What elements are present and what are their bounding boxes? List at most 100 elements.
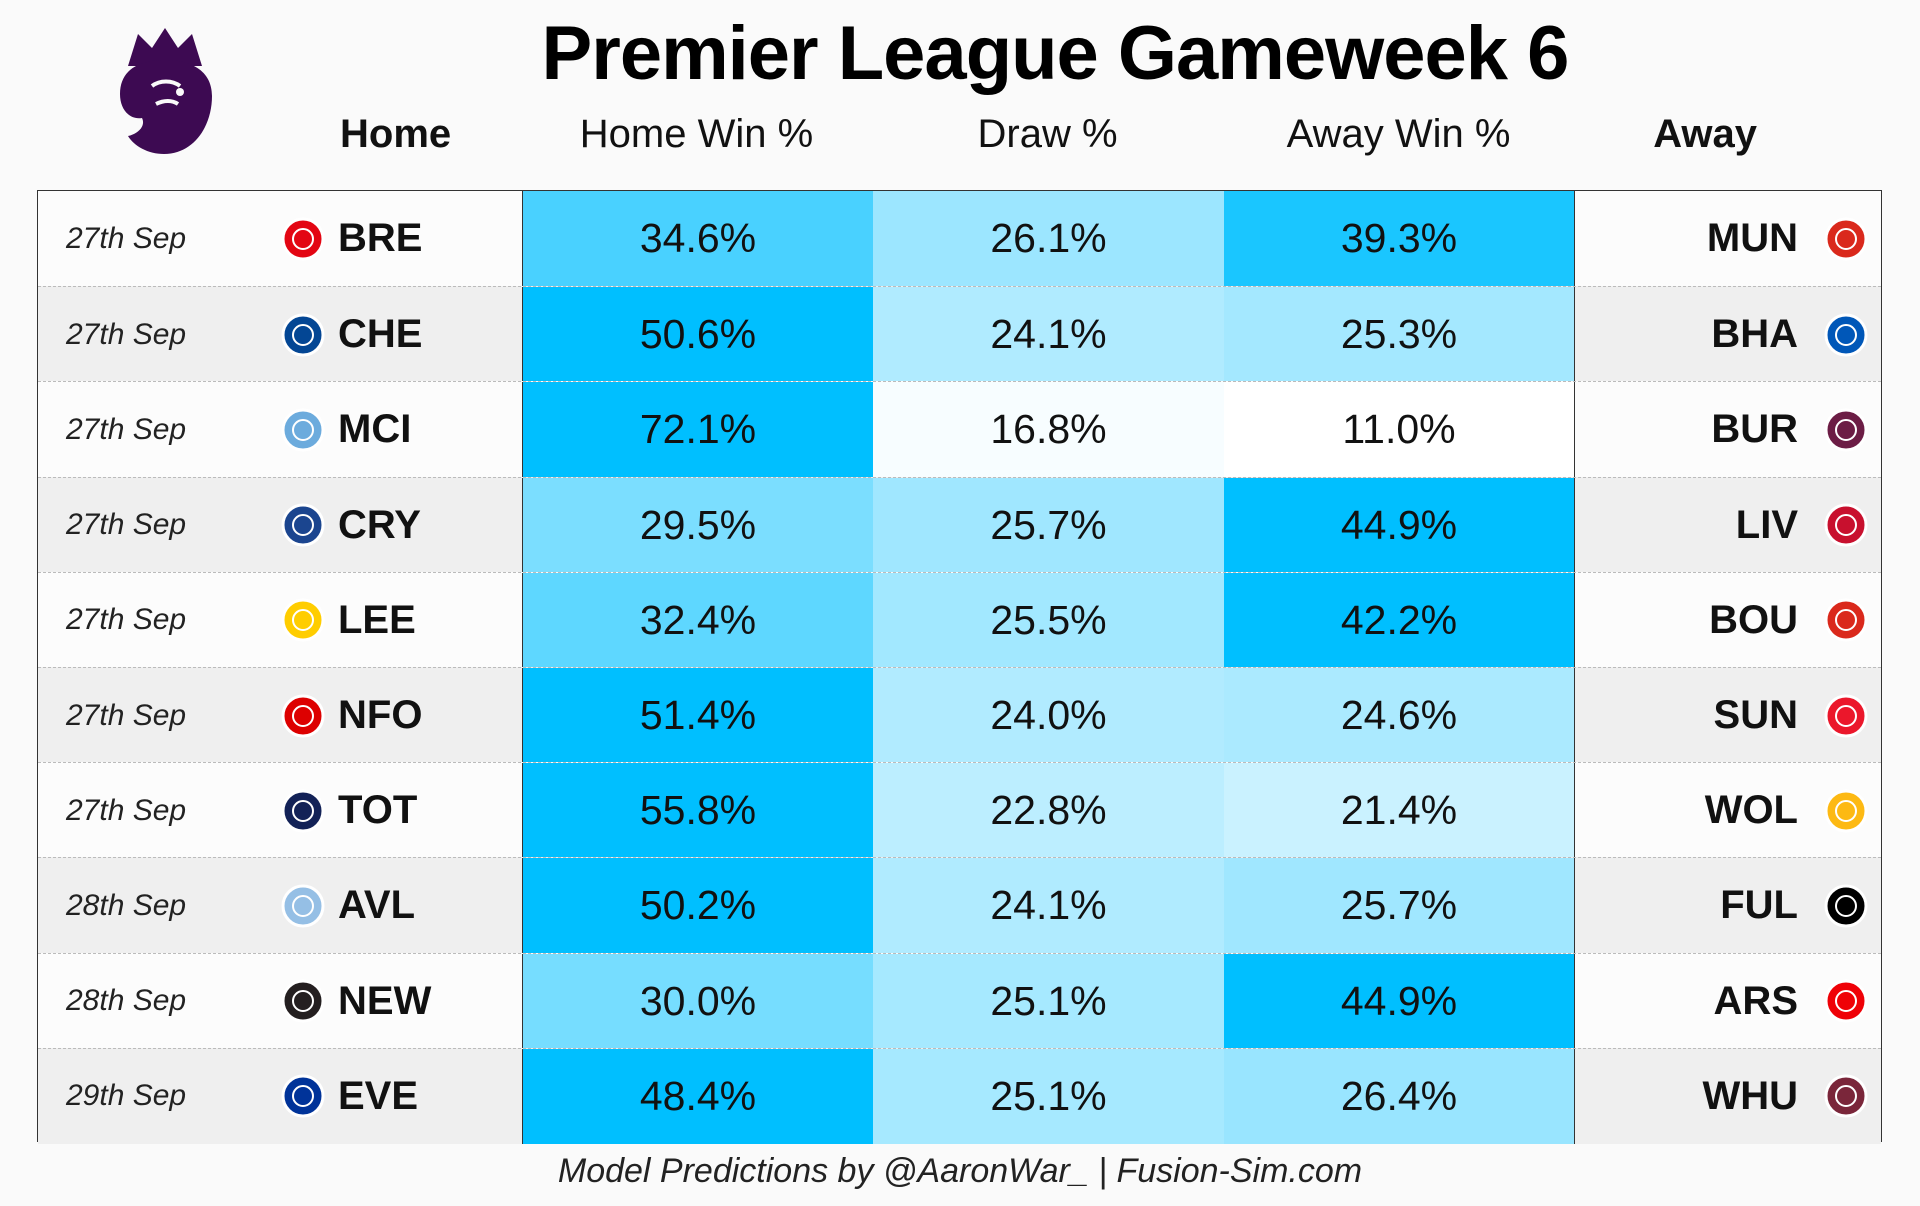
away-team: WHU [1702, 1073, 1798, 1118]
home-team-badge-icon [281, 884, 325, 928]
home-win-pct: 72.1% [522, 382, 873, 478]
home-team: CHE [338, 312, 423, 357]
away-win-pct: 25.7% [1224, 858, 1575, 954]
home-badge-cell [238, 287, 368, 382]
away-badge-cell [1808, 668, 1883, 763]
away-team-badge-icon [1824, 217, 1867, 261]
match-date: 27th Sep [66, 793, 187, 827]
away-team-badge-icon [1824, 789, 1867, 833]
home-team-badge-icon [281, 313, 325, 357]
footer-credit: Model Predictions by @AaronWar_ | Fusion… [557, 1152, 1363, 1190]
column-header-away: Away [1653, 112, 1757, 156]
match-date: 28th Sep [66, 984, 187, 1018]
home-team-badge-icon [281, 1074, 325, 1118]
predictions-table: 27th Sep BRE 34.6% 26.1% 39.3% MUN 27th Sep CHE… [37, 190, 1883, 1144]
draw-pct: 25.1% [873, 953, 1224, 1049]
draw-pct: 25.1% [873, 1048, 1224, 1144]
table-row: 28th Sep AVL 50.2% 24.1% 25.7% FUL [38, 857, 1883, 954]
away-team: LIV [1735, 502, 1798, 547]
away-team-badge-icon [1824, 979, 1867, 1023]
home-win-pct: 32.4% [522, 572, 873, 668]
away-badge-cell [1808, 478, 1883, 573]
home-team-badge-icon [281, 789, 325, 833]
home-team-badge-icon [281, 979, 325, 1023]
home-team: MCI [338, 407, 412, 452]
draw-pct: 22.8% [873, 763, 1224, 859]
draw-pct: 26.1% [873, 191, 1224, 287]
away-team: BHA [1711, 312, 1798, 357]
match-date: 27th Sep [66, 221, 187, 255]
home-win-pct: 34.6% [522, 191, 873, 287]
home-team: EVE [338, 1073, 419, 1118]
column-header-away-win: Away Win % [1286, 112, 1511, 156]
home-badge-cell [238, 858, 368, 953]
away-badge-cell [1808, 191, 1883, 286]
away-badge-cell [1808, 287, 1883, 382]
match-date: 27th Sep [66, 603, 187, 637]
match-date: 29th Sep [66, 1079, 187, 1113]
away-team-badge-icon [1824, 884, 1867, 928]
away-badge-cell [1808, 954, 1883, 1049]
home-team: LEE [338, 597, 416, 642]
home-badge-cell [238, 573, 368, 668]
away-team: SUN [1713, 693, 1798, 738]
draw-pct: 25.5% [873, 572, 1224, 668]
table-row: 27th Sep LEE 32.4% 25.5% 42.2% BOU [38, 571, 1883, 668]
home-team: BRE [338, 216, 423, 261]
home-win-pct: 29.5% [522, 477, 873, 573]
away-team: BUR [1711, 407, 1798, 452]
away-win-pct: 11.0% [1224, 382, 1575, 478]
away-win-pct: 42.2% [1224, 572, 1575, 668]
column-header-draw: Draw % [977, 112, 1118, 156]
match-date: 27th Sep [66, 412, 187, 446]
away-badge-cell [1808, 763, 1883, 858]
table-row: 28th Sep NEW 30.0% 25.1% 44.9% ARS [38, 952, 1883, 1049]
away-badge-cell [1808, 858, 1883, 953]
table-row: 27th Sep MCI 72.1% 16.8% 11.0% BUR [38, 381, 1881, 478]
table-row: 27th Sep CHE 50.6% 24.1% 25.3% BHA [38, 286, 1883, 383]
home-team-badge-icon [281, 694, 325, 738]
home-win-pct: 51.4% [522, 668, 873, 764]
home-team: TOT [338, 788, 418, 833]
away-win-pct: 26.4% [1224, 1048, 1575, 1144]
away-team: MUN [1706, 216, 1798, 261]
away-team-badge-icon [1824, 598, 1867, 642]
home-win-pct: 50.2% [522, 858, 873, 954]
home-team-badge-icon [281, 503, 325, 547]
away-win-pct: 25.3% [1224, 287, 1575, 383]
home-team: NFO [338, 693, 423, 738]
away-badge-cell [1808, 573, 1883, 668]
home-win-pct: 50.6% [522, 287, 873, 383]
draw-pct: 24.1% [873, 287, 1224, 383]
home-team-badge-icon [281, 408, 325, 452]
away-win-pct: 44.9% [1224, 477, 1575, 573]
away-win-pct: 24.6% [1224, 668, 1575, 764]
table-row: 27th Sep NFO 51.4% 24.0% 24.6% SUN [38, 667, 1883, 764]
away-team: WOL [1704, 788, 1798, 833]
away-badge-cell [1808, 1049, 1883, 1144]
away-team-badge-icon [1824, 1074, 1867, 1118]
table-row: 29th Sep EVE 48.4% 25.1% 26.4% WHU [38, 1047, 1883, 1144]
home-badge-cell [238, 478, 368, 573]
home-badge-cell [238, 191, 368, 286]
home-badge-cell [238, 382, 368, 477]
home-team-badge-icon [281, 217, 325, 261]
table-row: 27th Sep TOT 55.8% 22.8% 21.4% WOL [38, 762, 1883, 859]
away-win-pct: 44.9% [1224, 953, 1575, 1049]
away-win-pct: 21.4% [1224, 763, 1575, 859]
away-team-badge-icon [1824, 408, 1867, 452]
home-badge-cell [238, 668, 368, 763]
column-header-home-win: Home Win % [579, 112, 814, 156]
table-row: 27th Sep BRE 34.6% 26.1% 39.3% MUN [38, 191, 1883, 287]
draw-pct: 16.8% [873, 382, 1224, 478]
table-row: 27th Sep CRY 29.5% 25.7% 44.9% LIV [38, 476, 1883, 573]
away-team-badge-icon [1824, 694, 1867, 738]
away-team: FUL [1720, 883, 1798, 928]
home-win-pct: 30.0% [522, 953, 873, 1049]
premier-league-lion-logo [120, 28, 212, 154]
away-win-pct: 39.3% [1224, 191, 1575, 287]
away-team-badge-icon [1824, 503, 1867, 547]
match-date: 27th Sep [66, 508, 187, 542]
home-team: AVL [338, 883, 416, 928]
home-badge-cell [238, 1049, 368, 1144]
